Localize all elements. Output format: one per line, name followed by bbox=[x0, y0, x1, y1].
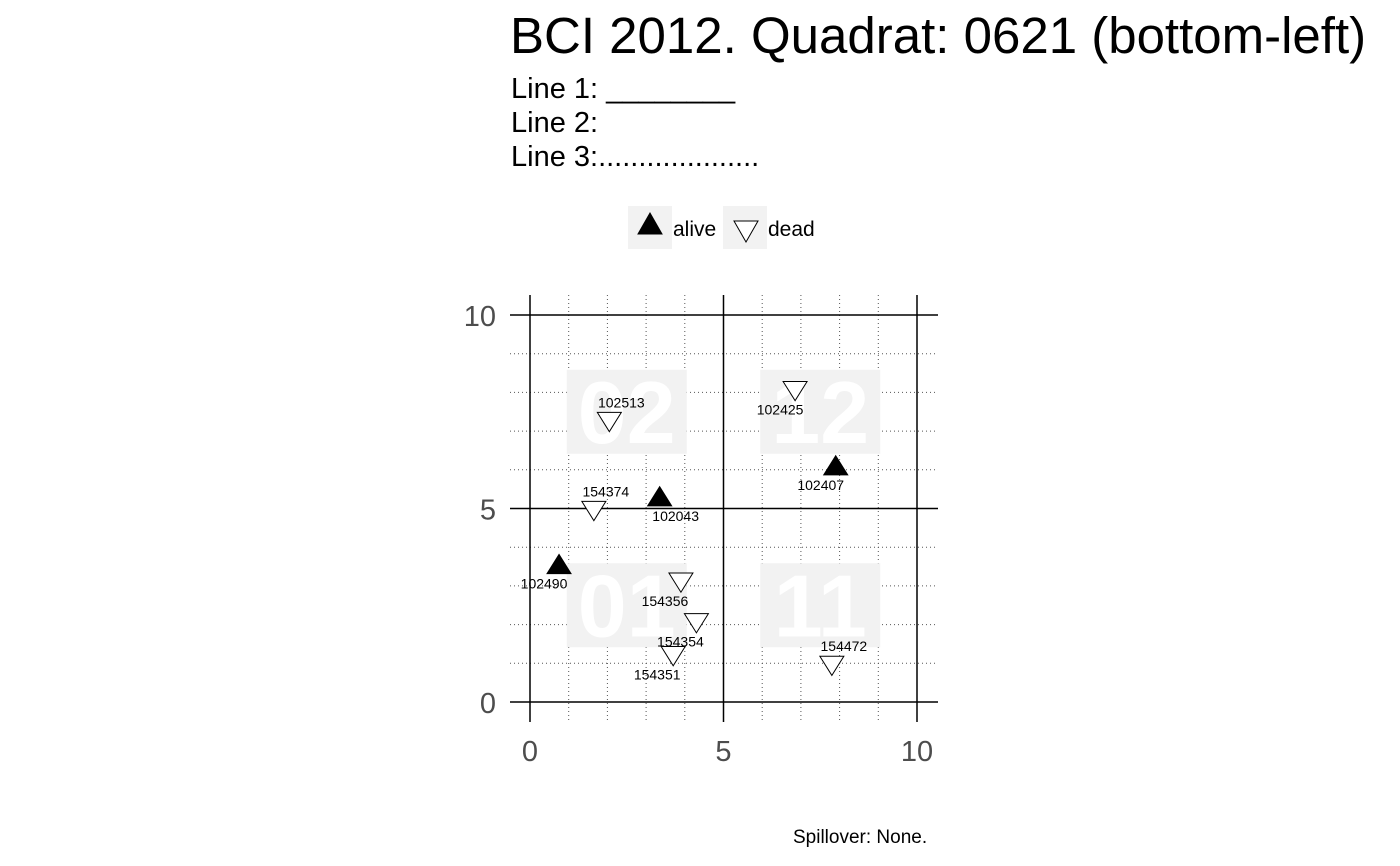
point-tag-label: 102407 bbox=[797, 477, 844, 493]
point-tag-label: 102513 bbox=[598, 394, 645, 410]
point-tag-label: 102043 bbox=[652, 508, 699, 524]
major-grid bbox=[510, 295, 938, 722]
legend-alive-label: alive bbox=[673, 218, 716, 241]
quadrant-label: 12 bbox=[771, 363, 869, 462]
y-tick-label: 10 bbox=[464, 301, 496, 333]
x-tick-label: 0 bbox=[522, 736, 538, 768]
point-alive-102407 bbox=[822, 454, 849, 476]
legend-dead-label: dead bbox=[768, 218, 815, 241]
line-2-label: Line 2: bbox=[511, 107, 599, 139]
line-3-label: Line 3:.................... bbox=[511, 141, 760, 173]
point-dead-102513 bbox=[596, 411, 623, 433]
point-dead-154351 bbox=[660, 646, 687, 667]
point-alive-102043 bbox=[646, 485, 673, 507]
quadrant-label: 01 bbox=[578, 556, 676, 655]
chart-title: BCI 2012. Quadrat: 0621 (bottom-left) bbox=[510, 7, 1367, 64]
point-dead-154356 bbox=[668, 572, 694, 594]
point-tag-label: 102425 bbox=[757, 401, 804, 417]
point-tag-label: 154472 bbox=[821, 638, 868, 654]
quadrant-label-box bbox=[566, 369, 687, 454]
legend: alive dead bbox=[628, 206, 815, 249]
point-alive-102490 bbox=[546, 553, 572, 575]
legend-dead-icon bbox=[733, 220, 759, 244]
legend-alive-icon bbox=[637, 211, 663, 235]
point-dead-154354 bbox=[683, 613, 710, 634]
point-tag-label: 154356 bbox=[642, 593, 689, 609]
point-tag-label: 154354 bbox=[657, 634, 704, 650]
y-tick-label: 0 bbox=[480, 688, 496, 720]
point-dead-154472 bbox=[818, 655, 845, 677]
axes: 0 5 10 0 5 10 bbox=[464, 301, 933, 768]
y-tick-label: 5 bbox=[480, 495, 496, 527]
spillover-caption: Spillover: None. bbox=[793, 827, 928, 848]
x-tick-label: 5 bbox=[715, 736, 731, 768]
quadrant-label: 11 bbox=[774, 556, 867, 655]
point-tag-label: 154374 bbox=[582, 483, 629, 499]
point-tag-label: 102490 bbox=[521, 576, 568, 592]
quadrant-labels: 01 02 11 12 bbox=[566, 363, 881, 655]
line-1-label: Line 1: ________ bbox=[511, 73, 736, 105]
quadrant-label-box bbox=[566, 563, 687, 648]
point-tag-label: 154351 bbox=[634, 667, 681, 683]
point-dead-102425 bbox=[782, 380, 808, 402]
data-points: 102513 102425 102407 154374 102043 102490 1543… bbox=[521, 380, 868, 683]
quadrant-label: 02 bbox=[578, 363, 676, 462]
point-dead-154374 bbox=[580, 500, 607, 522]
x-tick-label: 10 bbox=[901, 736, 933, 768]
quadrant-label-box bbox=[760, 563, 881, 648]
quadrant-label-box bbox=[760, 369, 881, 454]
